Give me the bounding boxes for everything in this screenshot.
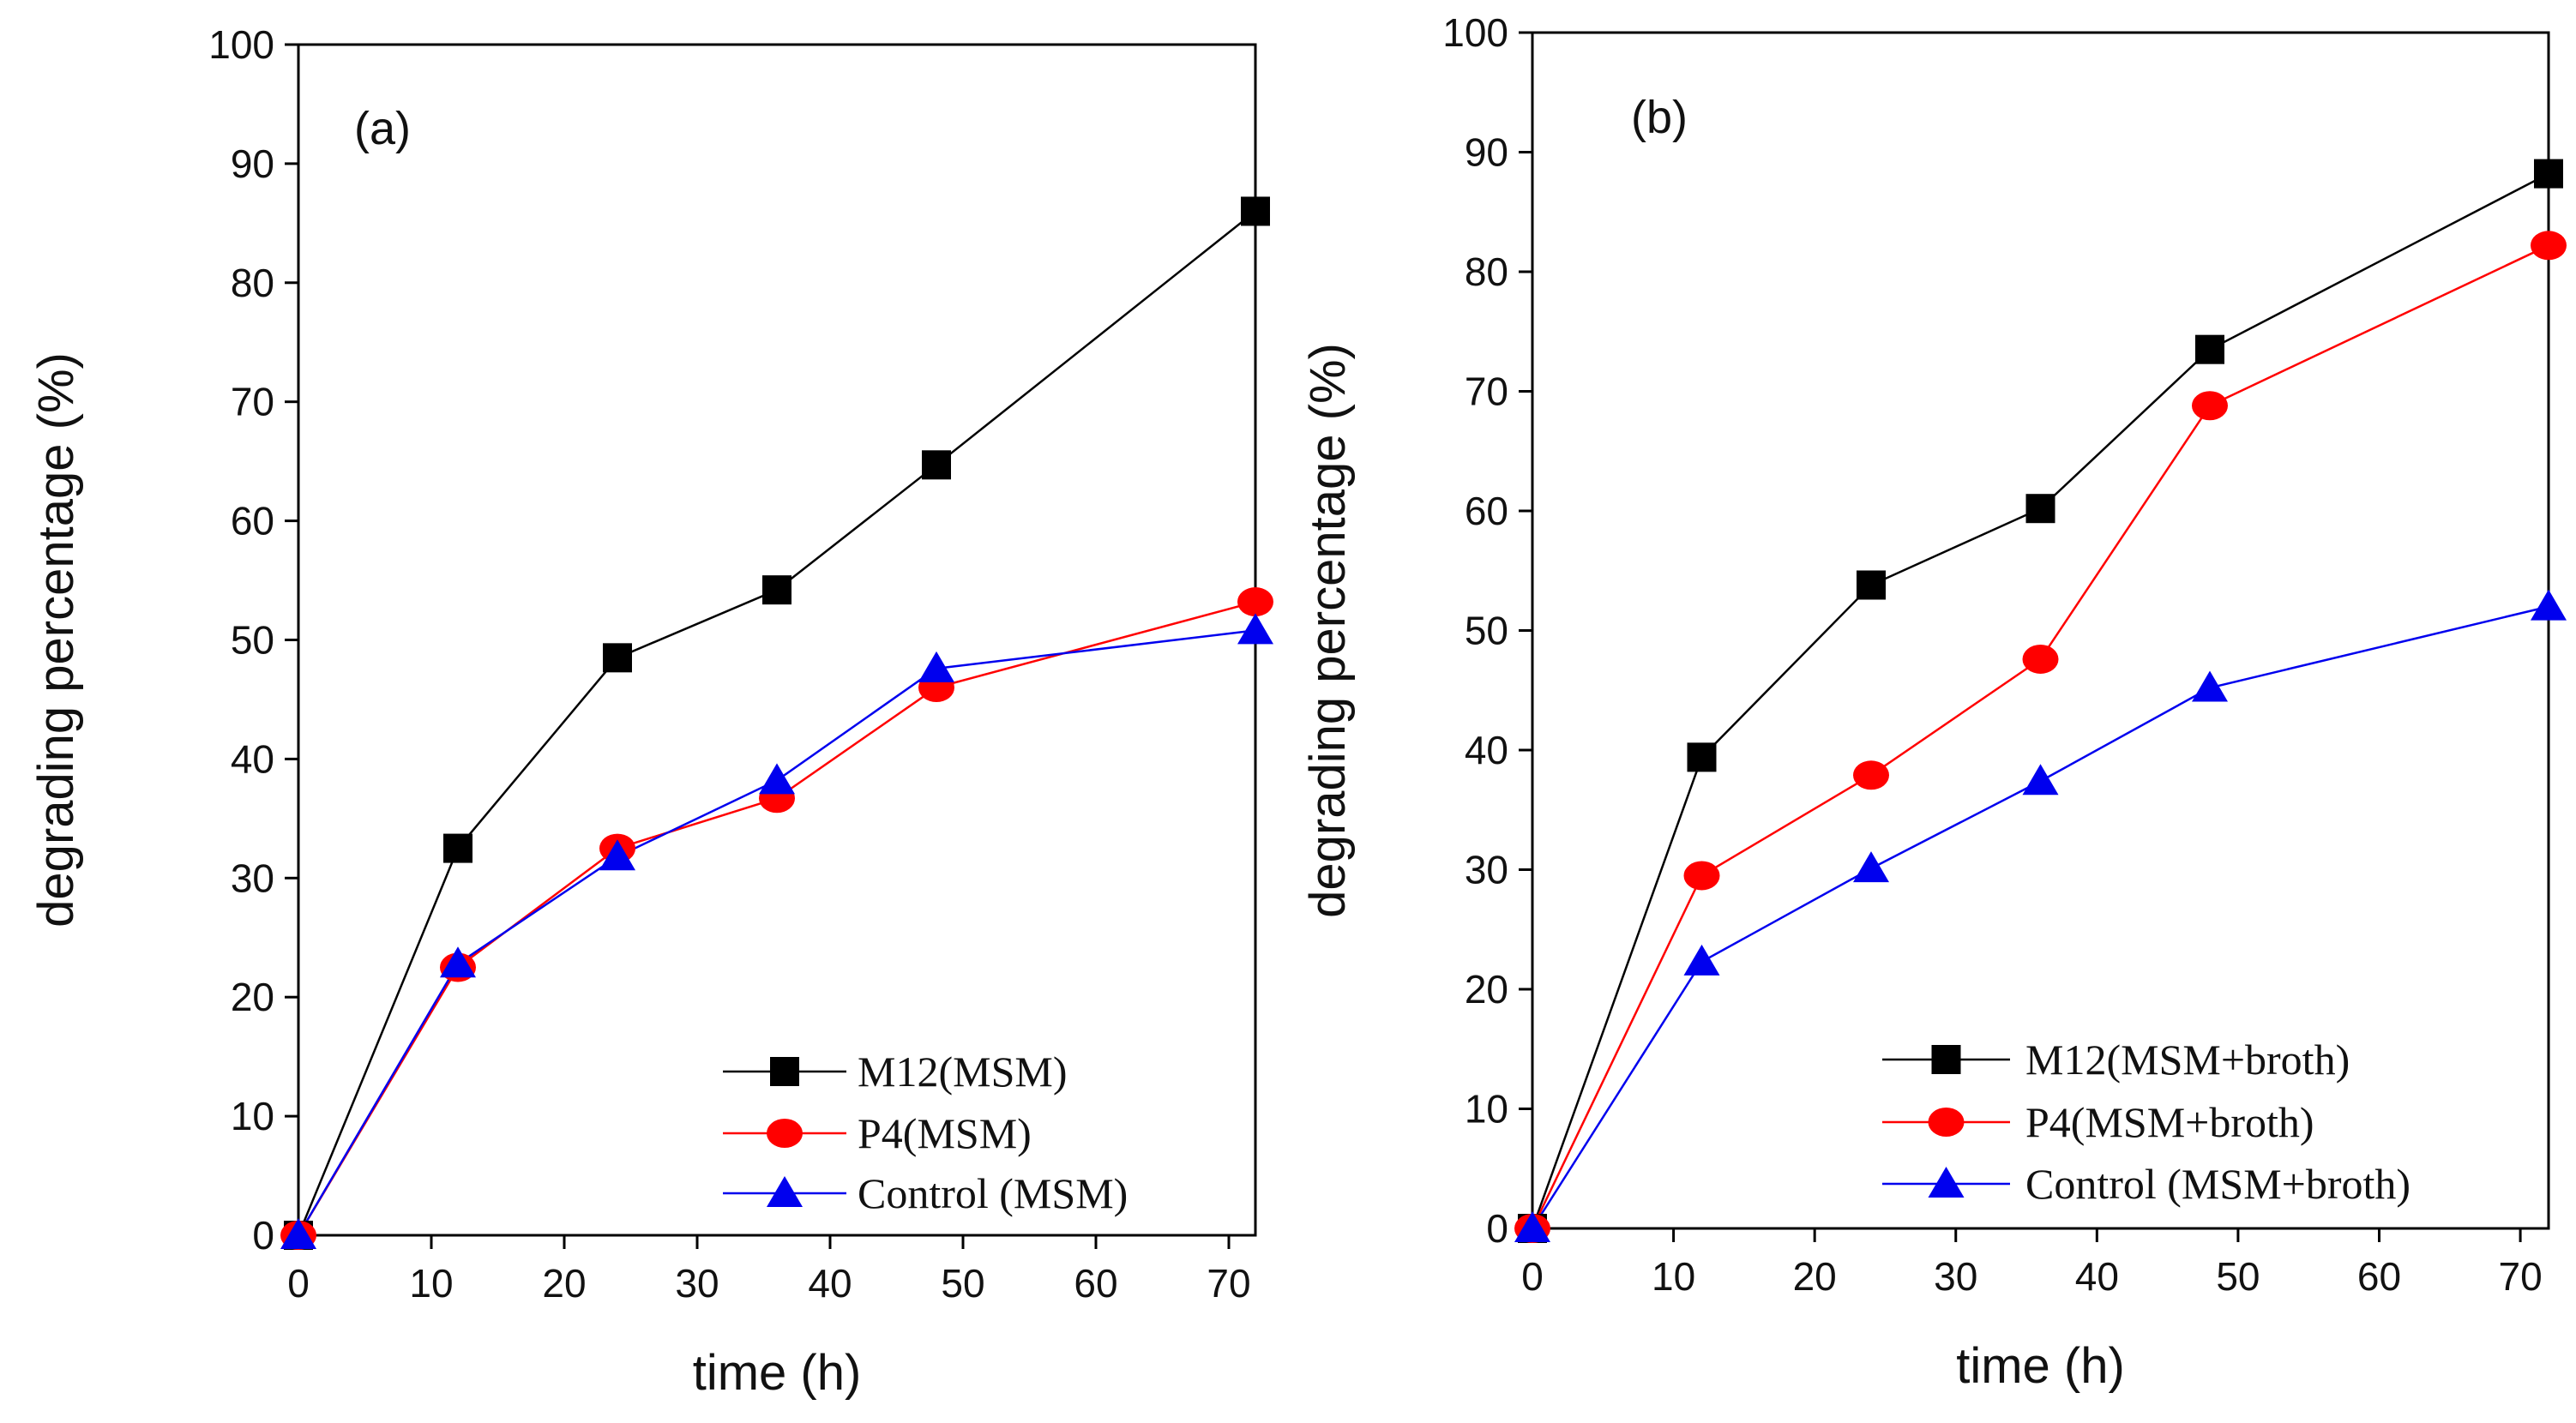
y-tick-label: 60 — [231, 499, 274, 543]
legend-marker — [767, 1119, 803, 1148]
y-tick-label: 20 — [1465, 967, 1508, 1012]
data-point — [1237, 613, 1273, 645]
panel-b: 0 10 20 30 40 50 60 70 80 90 100 0 10 20 30 40 50 60 70 tim… — [1300, 10, 2567, 1394]
y-tick-label: 70 — [231, 380, 274, 424]
data-point — [443, 833, 472, 863]
data-point — [1857, 570, 1886, 600]
data-point — [280, 1218, 316, 1249]
data-point — [2531, 589, 2567, 621]
data-point — [2022, 764, 2059, 796]
data-point — [2531, 231, 2567, 261]
data-point — [2022, 644, 2059, 674]
legend-label: P4(MSM) — [858, 1109, 1032, 1157]
legend-marker — [1928, 1167, 1965, 1198]
panel-label: (a) — [354, 103, 411, 154]
data-point — [918, 651, 954, 682]
y-tick-label: 100 — [208, 22, 274, 67]
data-point — [1514, 1211, 1550, 1242]
y-tick-label: 100 — [1442, 10, 1508, 55]
y-tick-label: 40 — [1465, 728, 1508, 772]
legend-marker — [1931, 1045, 1961, 1074]
x-tick-label: 0 — [287, 1261, 310, 1306]
series-line — [297, 600, 1256, 1236]
x-tick-label: 30 — [675, 1261, 719, 1306]
x-tick-label: 10 — [1652, 1254, 1695, 1299]
x-tick-label: 30 — [1934, 1254, 1977, 1299]
series-line — [297, 210, 1256, 1236]
y-tick-label: 50 — [1465, 609, 1508, 653]
data-point — [603, 643, 632, 673]
y-tick-label: 50 — [231, 618, 274, 663]
y-tick-label: 10 — [1465, 1087, 1508, 1132]
legend-marker — [770, 1057, 799, 1086]
x-tick-label: 10 — [409, 1261, 453, 1306]
x-tick-label: 70 — [1207, 1261, 1250, 1306]
data-point — [2192, 391, 2228, 421]
x-tick-label: 60 — [2357, 1254, 2401, 1299]
series-line — [1531, 605, 2549, 1229]
series-line — [1531, 244, 2549, 1229]
y-tick-label: 0 — [1486, 1206, 1508, 1251]
legend-label: Control (MSM+broth) — [2025, 1160, 2410, 1208]
panel-a: 0 10 20 30 40 50 60 70 80 90 100 0 10 20 30 40 50 60 70 tim… — [28, 22, 1273, 1401]
x-tick-label: 50 — [941, 1261, 984, 1306]
y-tick-label: 30 — [1465, 848, 1508, 892]
data-point — [922, 450, 951, 480]
data-point — [762, 575, 791, 605]
y-tick-label: 90 — [1465, 130, 1508, 175]
data-point — [1683, 944, 1720, 976]
y-axis-title: degrading percentage (%) — [28, 352, 84, 928]
x-tick-label: 60 — [1074, 1261, 1117, 1306]
x-tick-label: 0 — [1521, 1254, 1544, 1299]
data-point — [1853, 851, 1889, 883]
x-axis-title: time (h) — [693, 1345, 862, 1401]
data-point — [2195, 334, 2224, 364]
y-tick-label: 80 — [1465, 249, 1508, 294]
y-tick-label: 80 — [231, 261, 274, 305]
legend-label: M12(MSM+broth) — [2025, 1036, 2350, 1084]
y-tick-label: 30 — [231, 856, 274, 900]
data-point — [1687, 742, 1717, 772]
data-point — [2534, 159, 2563, 189]
data-point — [1241, 196, 1270, 226]
series-line — [297, 629, 1256, 1236]
y-tick-label: 0 — [252, 1213, 274, 1258]
data-point — [440, 946, 476, 978]
legend-marker — [1928, 1108, 1965, 1137]
data-point — [1237, 587, 1273, 617]
data-point — [599, 839, 635, 871]
y-tick-label: 60 — [1465, 489, 1508, 533]
y-tick-label: 70 — [1465, 369, 1508, 414]
x-tick-label: 40 — [2075, 1254, 2119, 1299]
panel-label: (b) — [1631, 92, 1688, 143]
x-tick-label: 40 — [808, 1261, 852, 1306]
data-point — [2025, 494, 2055, 524]
y-tick-label: 20 — [231, 975, 274, 1019]
x-tick-label: 20 — [1793, 1254, 1837, 1299]
data-point — [2192, 670, 2228, 702]
x-tick-label: 50 — [2216, 1254, 2260, 1299]
y-tick-label: 40 — [231, 736, 274, 781]
data-point — [759, 763, 795, 795]
series-line — [1531, 172, 2549, 1229]
y-tick-label: 90 — [231, 141, 274, 186]
y-axis-title: degrading percentage (%) — [1300, 343, 1356, 918]
y-tick-label: 10 — [231, 1094, 274, 1138]
x-tick-label: 20 — [542, 1261, 586, 1306]
legend-label: Control (MSM) — [858, 1169, 1128, 1217]
x-axis-title: time (h) — [1956, 1338, 2125, 1394]
data-point — [1853, 760, 1889, 790]
legend-marker — [767, 1176, 803, 1207]
data-point — [1683, 861, 1720, 891]
legend-label: P4(MSM+broth) — [2025, 1098, 2314, 1146]
legend-label: M12(MSM) — [858, 1048, 1067, 1096]
x-tick-label: 70 — [2498, 1254, 2542, 1299]
